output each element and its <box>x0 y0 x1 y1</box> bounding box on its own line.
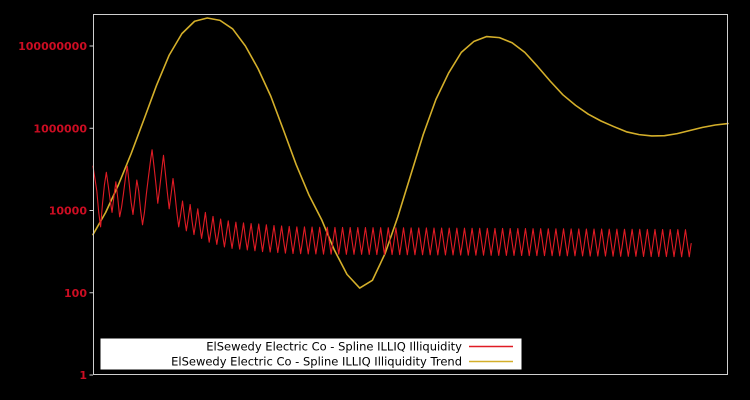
y-axis-tick-labels: 1 100 10000 1000000 100000000 <box>18 40 93 382</box>
y-tick-label-0: 1 <box>79 369 87 382</box>
plot-frame <box>93 14 728 375</box>
legend-background <box>100 338 522 370</box>
chart-legend[interactable]: ElSewedy Electric Co - Spline ILLIQ Illi… <box>100 338 522 370</box>
plot-background <box>93 14 728 375</box>
data-series-group <box>92 17 729 289</box>
series-line-1 <box>92 17 729 289</box>
y-tick-label-3: 1000000 <box>33 122 87 135</box>
series-line-0 <box>92 149 692 258</box>
y-tick-label-2: 10000 <box>49 205 88 218</box>
y-tick-label-4: 100000000 <box>18 40 87 53</box>
legend-label-0: ElSewedy Electric Co - Spline ILLIQ Illi… <box>206 340 462 354</box>
plot-area: 1 100 10000 1000000 100000000 <box>18 14 729 382</box>
y-tick-label-1: 100 <box>64 287 87 300</box>
legend-label-1: ElSewedy Electric Co - Spline ILLIQ Illi… <box>171 355 462 369</box>
